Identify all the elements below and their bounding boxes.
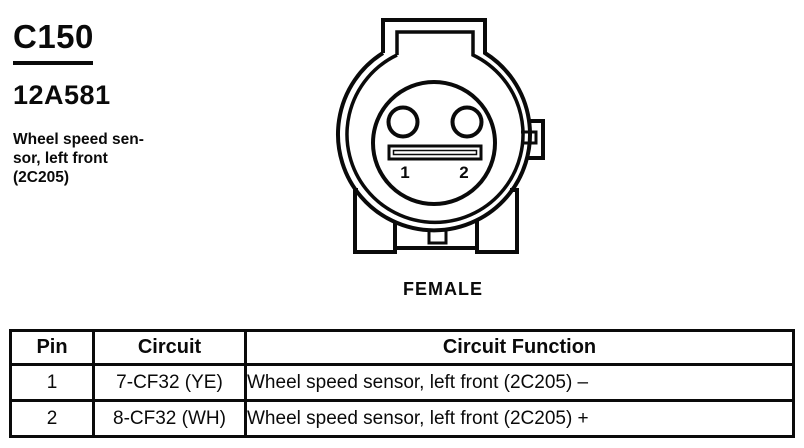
- cell-circuit: 8-CF32 (WH): [92, 399, 247, 438]
- connector-description: Wheel speed sen- sor, left front (2C205): [13, 130, 183, 187]
- cell-circuit-function: Wheel speed sensor, left front (2C205) –: [244, 363, 795, 402]
- connector-id: C150: [13, 18, 94, 55]
- connector-inner-outline: [345, 30, 525, 225]
- description-line: sor, left front: [13, 150, 108, 167]
- keyway-slot: [387, 144, 483, 161]
- description-line: (2C205): [13, 169, 69, 186]
- column-header-pin: Pin: [9, 329, 95, 366]
- base-right-leg: [475, 188, 519, 254]
- pin-2-label: 2: [459, 163, 468, 182]
- connector-outer-outline: [336, 18, 532, 233]
- pin-2-socket: [450, 105, 484, 139]
- connector-face-diagram: 1 2: [336, 18, 545, 254]
- base-left-leg: [353, 188, 397, 254]
- cell-circuit: 7-CF32 (YE): [92, 363, 247, 402]
- cell-pin: 1: [9, 363, 95, 402]
- pin-1-label: 1: [400, 163, 409, 182]
- side-lock-notch: [521, 130, 538, 145]
- side-lock-tab: [526, 119, 545, 160]
- cell-circuit-function: Wheel speed sensor, left front (2C205) +: [244, 399, 795, 438]
- connector-id-block: C150 12A581 Wheel speed sen- sor, left f…: [13, 20, 183, 187]
- column-header-circuit-function: Circuit Function: [244, 329, 795, 366]
- base-notch: [427, 228, 448, 245]
- table-row: 1 7-CF32 (YE) Wheel speed sensor, left f…: [9, 363, 795, 402]
- pin-table: Pin Circuit Circuit Function 1 7-CF32 (Y…: [9, 329, 795, 438]
- part-number: 12A581: [13, 80, 111, 110]
- cell-pin: 2: [9, 399, 95, 438]
- description-line: Wheel speed sen-: [13, 131, 144, 148]
- column-header-circuit: Circuit: [92, 329, 247, 366]
- pin-cavity-circle: [371, 80, 497, 206]
- table-row: 2 8-CF32 (WH) Wheel speed sensor, left f…: [9, 399, 795, 438]
- table-header-row: Pin Circuit Circuit Function: [9, 329, 795, 366]
- keyway-slot-inner: [392, 149, 478, 156]
- connector-id-underline: [13, 61, 93, 65]
- gender-label: FEMALE: [403, 279, 483, 299]
- pin-1-socket: [386, 105, 420, 139]
